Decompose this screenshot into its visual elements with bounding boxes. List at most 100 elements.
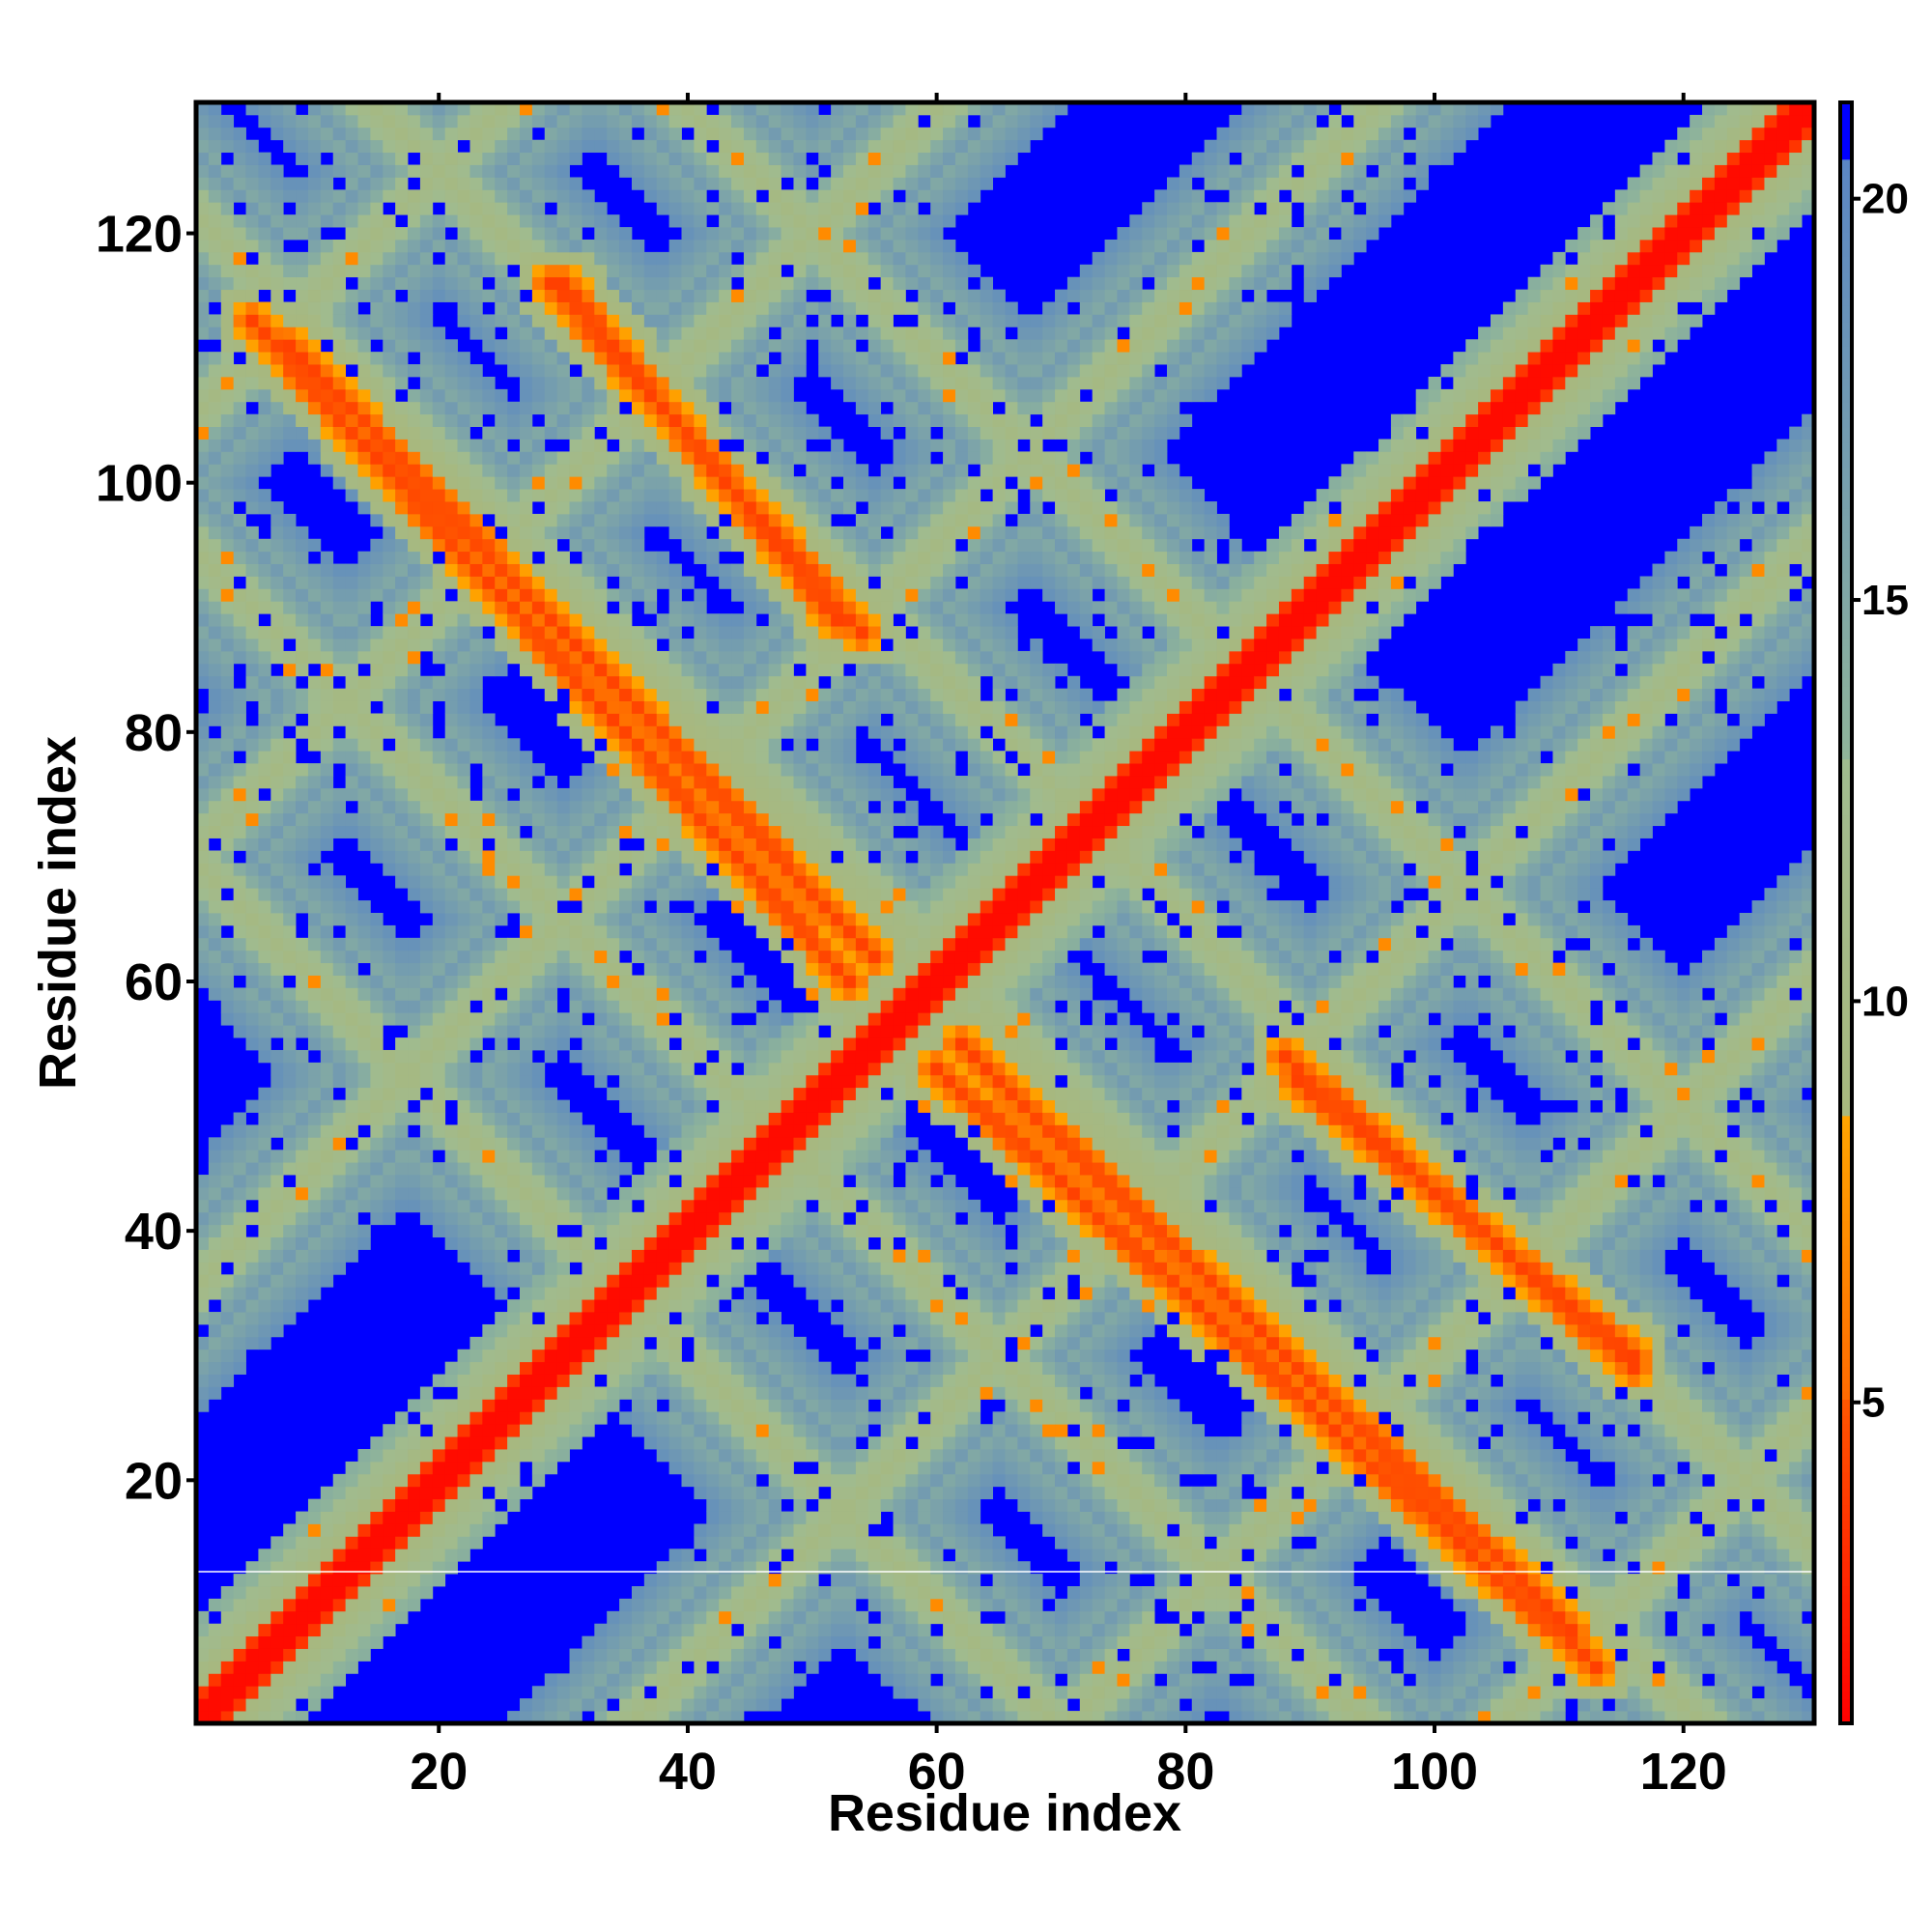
heatmap-cell bbox=[307, 1112, 322, 1125]
heatmap-cell bbox=[395, 588, 409, 602]
heatmap-cell bbox=[233, 177, 246, 190]
heatmap-cell bbox=[781, 601, 794, 614]
heatmap-cell bbox=[482, 787, 496, 802]
heatmap-cell bbox=[694, 626, 707, 639]
heatmap-cell bbox=[607, 1037, 620, 1051]
heatmap-cell bbox=[258, 401, 271, 415]
heatmap-cell bbox=[731, 1323, 745, 1338]
heatmap-cell bbox=[656, 1424, 670, 1437]
heatmap-cell bbox=[781, 763, 794, 777]
heatmap-cell bbox=[220, 1312, 235, 1325]
heatmap-cell bbox=[768, 1673, 781, 1687]
heatmap-cell bbox=[495, 102, 508, 116]
heatmap-cell bbox=[656, 962, 670, 976]
heatmap-cell bbox=[208, 1262, 222, 1275]
heatmap-cell bbox=[245, 451, 259, 465]
heatmap-cell bbox=[631, 825, 645, 838]
heatmap-cell bbox=[245, 489, 259, 502]
heatmap-cell bbox=[556, 1175, 570, 1188]
heatmap-cell bbox=[457, 1548, 470, 1562]
heatmap-cell bbox=[383, 1473, 396, 1488]
heatmap-cell bbox=[444, 675, 458, 690]
heatmap-cell bbox=[444, 339, 458, 353]
heatmap-cell bbox=[432, 164, 446, 178]
heatmap-cell bbox=[283, 1262, 297, 1275]
heatmap-cell bbox=[731, 464, 745, 477]
heatmap-cell bbox=[531, 251, 546, 266]
heatmap-cell bbox=[681, 950, 695, 964]
heatmap-cell bbox=[619, 1274, 633, 1288]
heatmap-cell bbox=[607, 1386, 620, 1400]
heatmap-cell bbox=[307, 139, 322, 154]
heatmap-cell bbox=[544, 913, 558, 926]
heatmap-cell bbox=[307, 1548, 322, 1562]
heatmap-cell bbox=[656, 1386, 670, 1400]
heatmap-cell bbox=[755, 501, 770, 515]
heatmap-cell bbox=[357, 1224, 371, 1237]
heatmap-cell bbox=[432, 626, 446, 639]
heatmap-cell bbox=[531, 339, 546, 353]
heatmap-cell bbox=[755, 812, 770, 827]
heatmap-cell bbox=[370, 1623, 384, 1637]
heatmap-cell bbox=[694, 364, 707, 378]
heatmap-cell bbox=[582, 1411, 595, 1425]
heatmap-cell bbox=[719, 787, 732, 802]
heatmap-cell bbox=[743, 1336, 757, 1350]
heatmap-cell bbox=[569, 1236, 582, 1250]
heatmap-cell bbox=[594, 838, 608, 851]
heatmap-cell bbox=[296, 1623, 309, 1637]
heatmap-cell bbox=[668, 1000, 682, 1013]
heatmap-cell bbox=[681, 289, 695, 302]
heatmap-cell bbox=[694, 388, 707, 403]
heatmap-cell bbox=[706, 1473, 720, 1488]
heatmap-cell bbox=[681, 352, 695, 365]
heatmap-cell bbox=[544, 339, 558, 353]
heatmap-cell bbox=[482, 663, 496, 677]
heatmap-cell bbox=[556, 1312, 570, 1325]
heatmap-cell bbox=[544, 863, 558, 876]
heatmap-cell bbox=[196, 289, 210, 302]
heatmap-cell bbox=[694, 863, 707, 876]
heatmap-cell bbox=[643, 364, 658, 378]
heatmap-cell bbox=[556, 352, 570, 365]
heatmap-cell bbox=[681, 1686, 695, 1699]
heatmap-cell bbox=[370, 987, 384, 1001]
heatmap-cell bbox=[531, 301, 546, 315]
heatmap-cell bbox=[643, 251, 658, 266]
heatmap-cell bbox=[457, 1175, 470, 1188]
heatmap-cell bbox=[743, 1112, 757, 1125]
heatmap-cell bbox=[668, 413, 682, 427]
heatmap-cell bbox=[731, 650, 745, 665]
heatmap-cell bbox=[220, 538, 235, 553]
heatmap-cell bbox=[220, 626, 235, 639]
heatmap-cell bbox=[419, 1411, 434, 1425]
heatmap-cell bbox=[719, 526, 732, 540]
heatmap-cell bbox=[370, 937, 384, 952]
heatmap-cell bbox=[706, 787, 720, 802]
heatmap-cell bbox=[768, 1000, 781, 1013]
heatmap-cell bbox=[755, 1698, 770, 1712]
heatmap-cell bbox=[781, 339, 794, 353]
heatmap-cell bbox=[444, 1037, 458, 1051]
heatmap-cell bbox=[755, 563, 770, 577]
heatmap-cell bbox=[258, 1635, 271, 1649]
heatmap-cell bbox=[482, 1199, 496, 1213]
heatmap-cell bbox=[755, 1087, 770, 1101]
heatmap-cell bbox=[208, 114, 222, 128]
heatmap-cell bbox=[345, 950, 358, 964]
heatmap-cell bbox=[520, 601, 533, 614]
heatmap-cell bbox=[395, 787, 409, 802]
heatmap-cell bbox=[768, 1150, 781, 1163]
heatmap-cell bbox=[706, 439, 720, 452]
heatmap-cell bbox=[208, 352, 222, 365]
heatmap-cell bbox=[556, 1262, 570, 1275]
heatmap-cell bbox=[296, 1610, 309, 1625]
heatmap-cell bbox=[607, 1399, 620, 1412]
heatmap-cell bbox=[793, 1673, 807, 1687]
heatmap-cell bbox=[507, 1336, 521, 1350]
heatmap-cell bbox=[619, 825, 633, 838]
heatmap-cell bbox=[495, 825, 508, 838]
heatmap-cell bbox=[432, 102, 446, 116]
heatmap-cell bbox=[656, 838, 670, 851]
heatmap-cell bbox=[332, 376, 347, 390]
